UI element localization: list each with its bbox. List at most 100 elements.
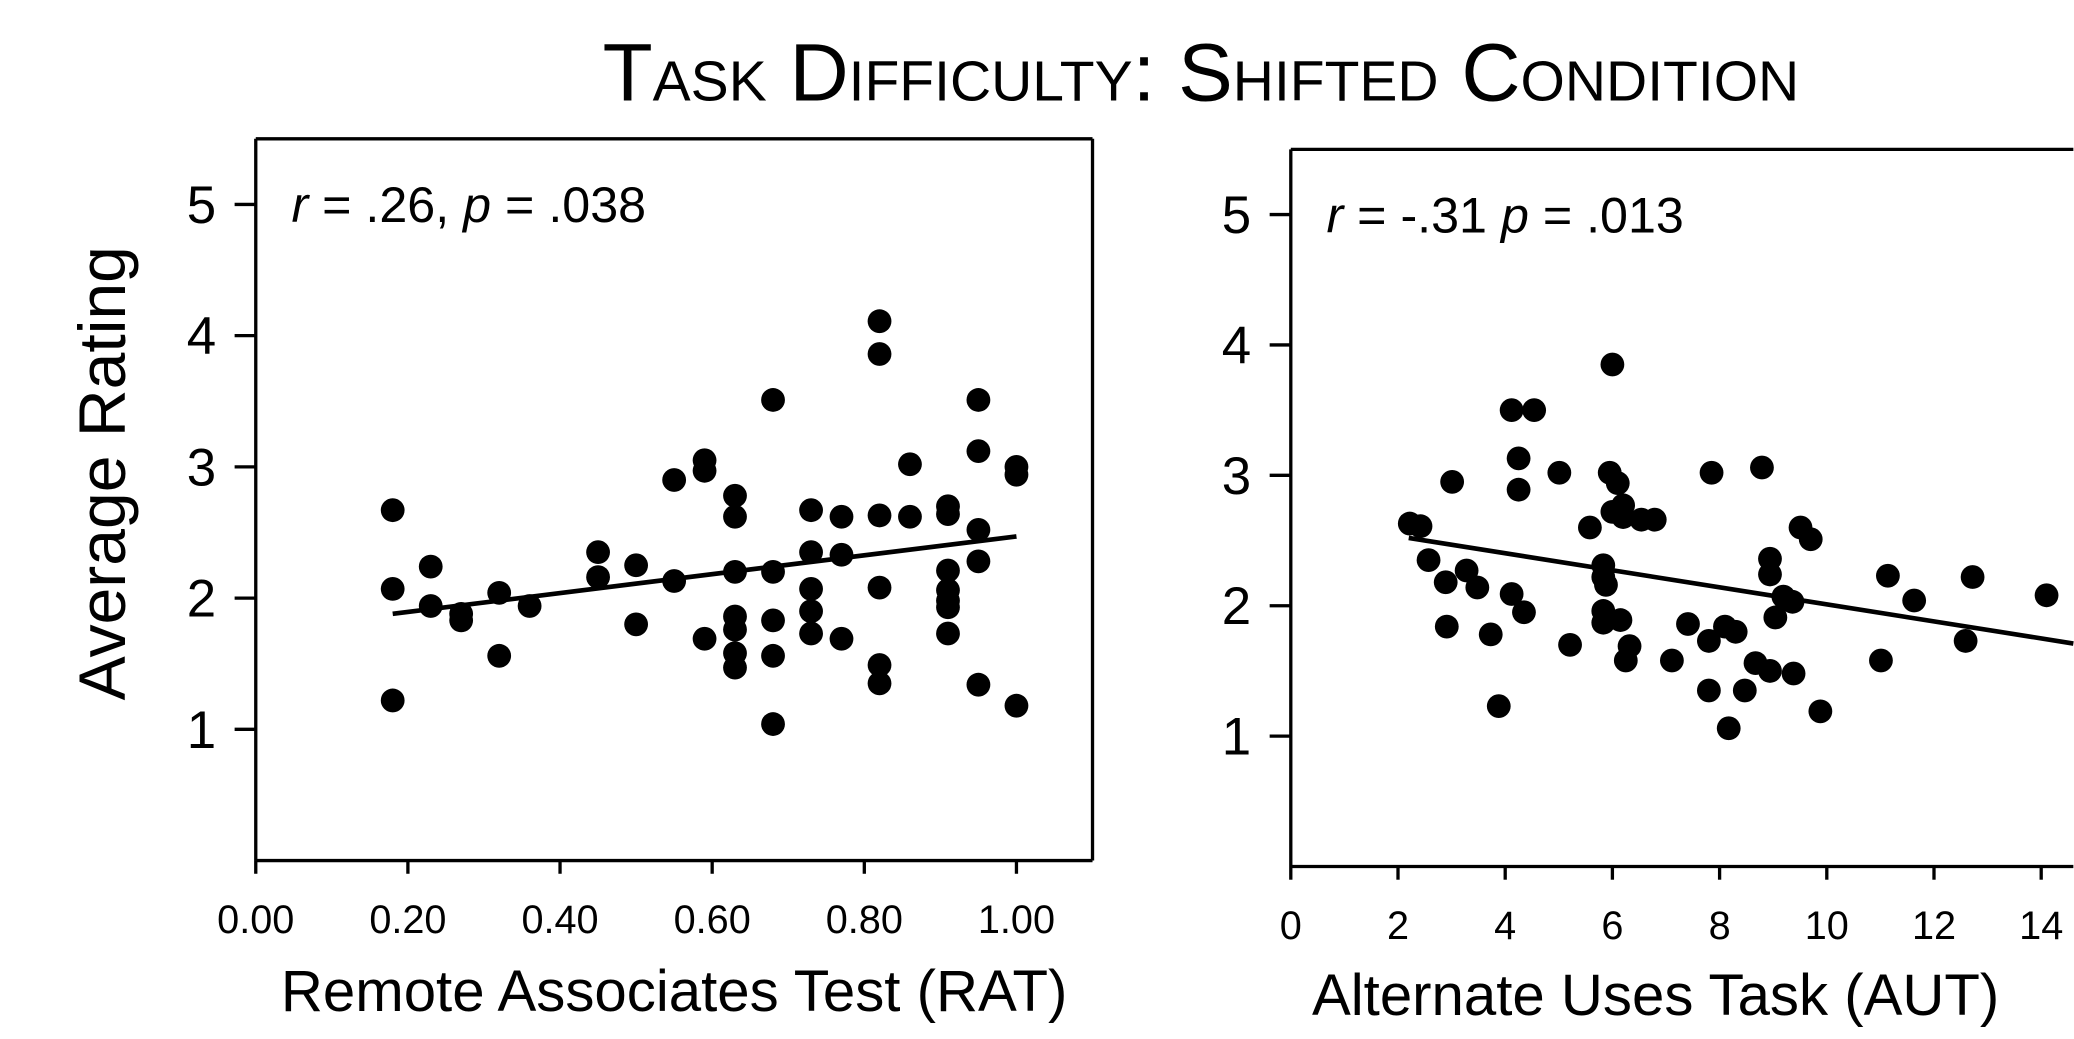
point [723,655,747,680]
y-tick-label: 3 [1222,447,1251,506]
point [1960,565,1985,589]
y-tick-label: 4 [1222,316,1251,375]
y-tick-label: 1 [187,701,216,760]
point [1004,693,1029,718]
point [761,712,785,736]
point [799,540,823,565]
point [829,626,854,651]
point [1486,694,1511,719]
point [1716,716,1741,741]
y-tick-label: 2 [1222,577,1251,636]
annotation-part: p [461,177,491,233]
point [692,626,717,651]
point [2034,583,2059,608]
point [1699,460,1724,485]
point [1758,562,1782,587]
point [1506,477,1531,502]
x-tick-label: 14 [2019,904,2063,948]
y-axis-label: Average Rating [66,246,140,700]
x-axis-label: Alternate Uses Task (AUT) [1312,963,1999,1028]
point [867,575,892,600]
point [418,554,443,579]
point [1440,469,1465,494]
annotation-part: = -.31 [1343,188,1501,244]
point [487,643,512,668]
point [898,452,922,477]
point [1758,659,1782,683]
point [586,565,610,589]
point [1558,632,1582,657]
point [1869,648,1893,673]
point [1696,678,1721,703]
x-tick-label: 8 [1709,904,1731,948]
point [1659,648,1684,673]
point [966,672,991,697]
point [1642,507,1667,532]
point [449,608,474,633]
point [1433,570,1458,595]
point [723,559,747,584]
point [418,594,443,618]
x-tick-label: 1.00 [978,898,1055,942]
point [1506,446,1531,471]
point [1547,460,1572,485]
y-tick-label: 2 [187,570,216,629]
point [799,498,823,523]
point [761,643,785,668]
point [799,599,823,624]
point [761,608,785,633]
point [380,577,405,601]
y-tick-label: 4 [187,307,216,366]
point [867,503,892,528]
x-tick-label: 2 [1387,904,1409,948]
x-tick-label: 0.60 [674,898,751,942]
point [1577,515,1602,540]
point [898,504,922,529]
point [1696,629,1721,653]
point [1613,648,1638,673]
point [1723,619,1748,644]
point [517,594,542,618]
point [662,569,687,593]
point [966,517,991,542]
point [867,342,892,366]
point [966,388,991,412]
point [936,621,960,646]
point [799,621,823,646]
point [829,504,854,529]
point [1608,608,1633,632]
point [380,688,405,713]
point [1499,398,1524,423]
point [867,309,892,334]
point [692,458,717,483]
point [1605,471,1630,496]
y-tick-label: 3 [187,438,216,497]
point [1499,582,1524,606]
x-tick-label: 0.40 [521,898,598,942]
point [1781,661,1806,686]
annotation-part: = .038 [491,177,646,233]
point [1465,575,1490,600]
point [1434,614,1459,639]
y-tick-label: 1 [1222,708,1251,767]
point [1600,352,1625,377]
annotation: r = .26, p = .038 [291,177,646,233]
point [1780,589,1805,614]
point [1732,678,1757,703]
x-tick-label: 10 [1805,904,1849,948]
point [1512,600,1536,625]
point [380,498,405,523]
point [966,439,991,464]
x-tick-label: 0.00 [217,898,294,942]
x-axis-label: Remote Associates Test (RAT) [281,959,1067,1024]
point [586,540,610,565]
point [1953,629,1978,653]
annotation-part: = .013 [1529,188,1684,244]
point [487,580,512,605]
point [624,553,649,578]
point [1408,514,1433,539]
x-tick-label: 12 [1912,904,1956,948]
x-tick-label: 4 [1494,904,1516,948]
point [1454,558,1479,583]
